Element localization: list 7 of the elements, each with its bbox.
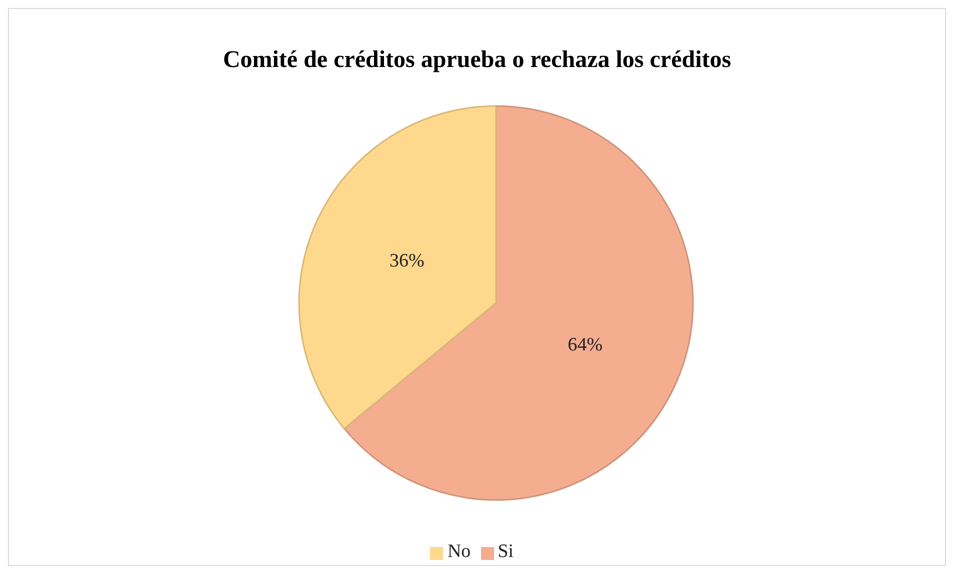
pie-slice — [298, 105, 497, 430]
chart-title: Comité de créditos aprueba o rechaza los créditos — [222, 47, 732, 74]
pie-slice — [343, 105, 694, 501]
legend-label: Si — [498, 541, 514, 562]
data-label: 64% — [568, 334, 603, 356]
data-label: 36% — [389, 250, 424, 272]
legend-label: No — [447, 541, 471, 562]
